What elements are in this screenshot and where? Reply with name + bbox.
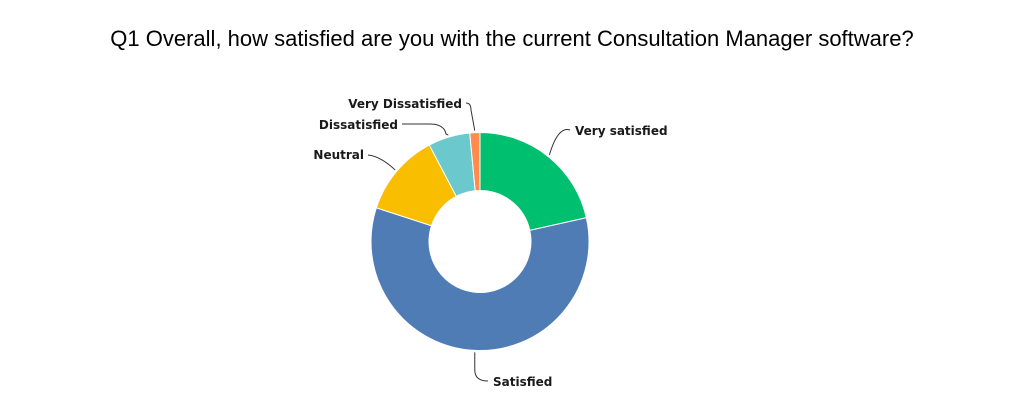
donut-slices (370, 131, 590, 351)
slice-label-dissatisfied: Dissatisfied (319, 118, 398, 132)
leader-line-very-dissatisfied (465, 102, 476, 131)
slice-label-neutral: Neutral (313, 148, 364, 162)
slice-labels: Very satisfied Satisfied Neutral Dissatisfi… (313, 97, 667, 389)
leader-line-satisfied (474, 352, 489, 382)
leader-line-very-satisfied (548, 129, 571, 156)
slice-satisfied (370, 207, 590, 351)
slice-label-very-satisfied: Very satisfied (575, 124, 668, 138)
slice-very-satisfied (479, 131, 587, 231)
leader-line-neutral (367, 154, 396, 171)
slice-label-very-dissatisfied: Very Dissatisfied (348, 97, 462, 111)
chart-title: Q1 Overall, how satisfied are you with t… (110, 26, 914, 51)
slice-label-satisfied: Satisfied (493, 375, 552, 389)
slice-very-dissatisfied (469, 131, 481, 192)
leader-line-dissatisfied (402, 123, 449, 136)
